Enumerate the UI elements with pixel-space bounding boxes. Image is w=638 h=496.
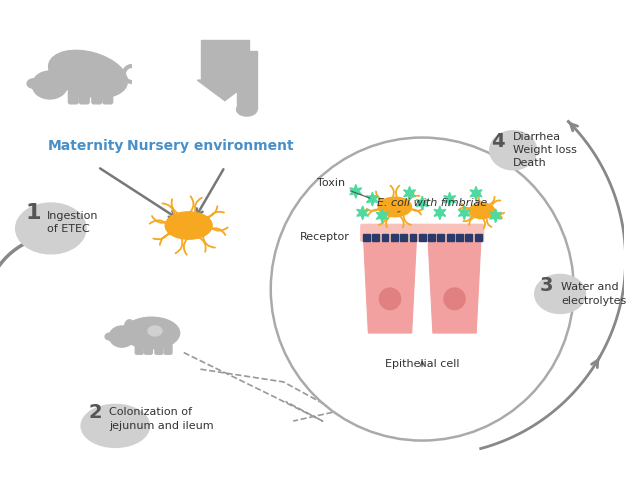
Text: E. coli with fimbriae: E. coli with fimbriae: [377, 198, 487, 212]
FancyBboxPatch shape: [436, 224, 446, 242]
Ellipse shape: [444, 288, 465, 310]
FancyBboxPatch shape: [382, 234, 389, 241]
Text: 1: 1: [26, 203, 41, 223]
Ellipse shape: [123, 317, 180, 349]
FancyBboxPatch shape: [413, 224, 424, 242]
Text: 4: 4: [491, 132, 505, 151]
Text: Epithelial cell: Epithelial cell: [385, 359, 459, 369]
FancyBboxPatch shape: [135, 340, 143, 354]
FancyBboxPatch shape: [466, 234, 472, 241]
FancyBboxPatch shape: [447, 234, 454, 241]
Polygon shape: [470, 186, 482, 200]
Ellipse shape: [469, 203, 494, 219]
FancyBboxPatch shape: [428, 234, 435, 241]
FancyBboxPatch shape: [237, 51, 257, 110]
Polygon shape: [443, 192, 456, 206]
FancyBboxPatch shape: [376, 224, 385, 242]
Polygon shape: [376, 209, 388, 223]
Text: Receptor: Receptor: [300, 232, 350, 242]
FancyBboxPatch shape: [201, 40, 249, 80]
Polygon shape: [350, 185, 362, 198]
FancyBboxPatch shape: [456, 234, 463, 241]
Ellipse shape: [105, 333, 115, 340]
FancyBboxPatch shape: [459, 224, 469, 242]
Ellipse shape: [51, 62, 63, 78]
Ellipse shape: [165, 212, 212, 239]
Polygon shape: [357, 206, 369, 220]
Ellipse shape: [124, 320, 133, 331]
Ellipse shape: [81, 404, 149, 447]
Polygon shape: [428, 240, 481, 333]
Polygon shape: [364, 240, 417, 333]
FancyBboxPatch shape: [363, 234, 370, 241]
Ellipse shape: [48, 50, 128, 98]
FancyBboxPatch shape: [360, 224, 370, 242]
FancyBboxPatch shape: [475, 234, 482, 241]
FancyBboxPatch shape: [410, 234, 417, 241]
FancyBboxPatch shape: [155, 340, 163, 354]
FancyBboxPatch shape: [383, 224, 393, 242]
Text: Water and
electrolytes: Water and electrolytes: [561, 282, 627, 306]
Ellipse shape: [380, 288, 401, 310]
Text: Nursery environment: Nursery environment: [127, 139, 293, 153]
FancyBboxPatch shape: [406, 224, 416, 242]
Ellipse shape: [16, 203, 86, 254]
Text: Diarrhea
Weight loss
Death: Diarrhea Weight loss Death: [513, 132, 577, 169]
FancyBboxPatch shape: [144, 340, 152, 354]
FancyBboxPatch shape: [421, 224, 431, 242]
Polygon shape: [458, 206, 470, 220]
Text: 2: 2: [88, 403, 101, 422]
Text: Ingestion
of ETEC: Ingestion of ETEC: [47, 211, 98, 234]
Polygon shape: [489, 209, 501, 223]
FancyBboxPatch shape: [444, 224, 454, 242]
Ellipse shape: [109, 326, 135, 347]
FancyBboxPatch shape: [399, 224, 408, 242]
Polygon shape: [417, 196, 428, 210]
Text: Toxin: Toxin: [316, 179, 370, 198]
FancyBboxPatch shape: [372, 234, 379, 241]
Ellipse shape: [490, 131, 537, 170]
FancyBboxPatch shape: [438, 234, 444, 241]
Polygon shape: [404, 186, 415, 200]
FancyBboxPatch shape: [419, 234, 426, 241]
FancyBboxPatch shape: [391, 234, 397, 241]
FancyBboxPatch shape: [391, 224, 401, 242]
Ellipse shape: [535, 274, 586, 313]
FancyBboxPatch shape: [474, 224, 484, 242]
FancyBboxPatch shape: [103, 84, 113, 104]
FancyBboxPatch shape: [79, 84, 89, 104]
Ellipse shape: [378, 197, 412, 217]
Ellipse shape: [27, 79, 40, 88]
Circle shape: [271, 137, 574, 440]
Polygon shape: [434, 206, 446, 220]
Ellipse shape: [148, 326, 162, 336]
FancyBboxPatch shape: [92, 84, 101, 104]
Polygon shape: [366, 192, 378, 206]
FancyBboxPatch shape: [429, 224, 438, 242]
FancyBboxPatch shape: [68, 84, 78, 104]
FancyBboxPatch shape: [452, 224, 461, 242]
FancyBboxPatch shape: [400, 234, 407, 241]
FancyBboxPatch shape: [466, 224, 477, 242]
FancyBboxPatch shape: [368, 224, 378, 242]
FancyBboxPatch shape: [164, 340, 172, 354]
Ellipse shape: [237, 103, 257, 116]
Text: Maternity: Maternity: [48, 139, 124, 153]
Polygon shape: [197, 80, 252, 101]
Text: Colonization of
jejunum and ileum: Colonization of jejunum and ileum: [110, 407, 214, 431]
Text: 3: 3: [540, 276, 553, 295]
Ellipse shape: [33, 71, 68, 99]
